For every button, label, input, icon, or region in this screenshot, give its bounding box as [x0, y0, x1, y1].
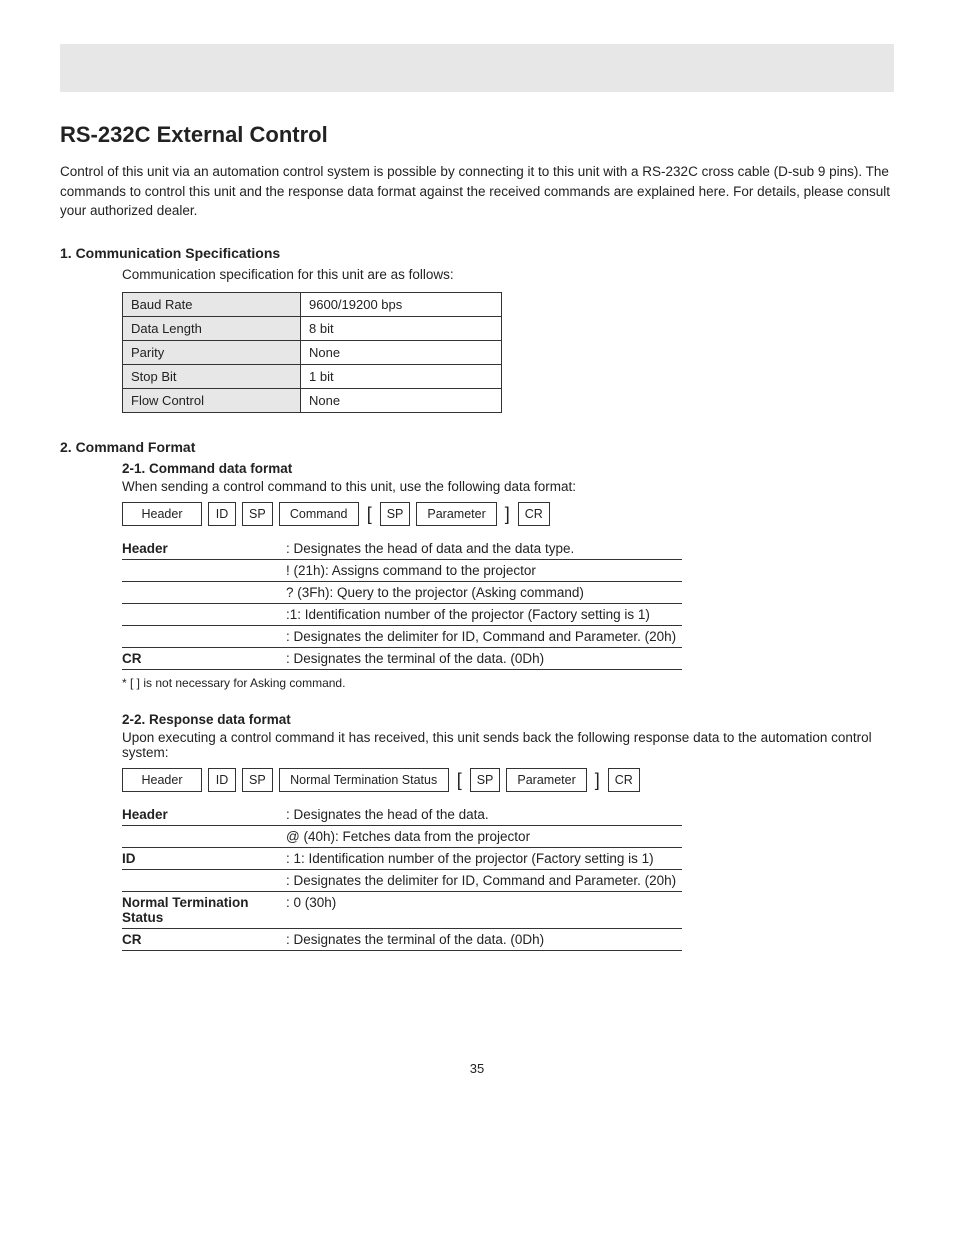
fmt-cr: CR — [608, 768, 640, 792]
table-row: CR: Designates the terminal of the data.… — [122, 647, 682, 669]
kv-key — [122, 825, 286, 847]
section-1-title: 1. Communication Specifications — [60, 245, 894, 261]
table-row: Stop Bit1 bit — [123, 364, 502, 388]
kv-val: ! (21h): Assigns command to the projecto… — [286, 559, 682, 581]
bracket-close-icon: ] — [593, 771, 602, 789]
table-row: Header: Designates the head of the data. — [122, 804, 682, 826]
kv-key — [122, 603, 286, 625]
table-row: Data Length8 bit — [123, 316, 502, 340]
spec-table: Baud Rate9600/19200 bps Data Length8 bit… — [122, 292, 502, 413]
spec-val: 8 bit — [301, 316, 502, 340]
header-band — [60, 44, 894, 92]
spec-key: Parity — [123, 340, 301, 364]
spec-val: None — [301, 340, 502, 364]
section-2-2-title: 2-2. Response data format — [122, 712, 894, 727]
kv-val: : Designates the delimiter for ID, Comma… — [286, 625, 682, 647]
section-1-desc: Communication specification for this uni… — [122, 267, 894, 282]
table-row: ? (3Fh): Query to the projector (Asking … — [122, 581, 682, 603]
kv-key — [122, 625, 286, 647]
table-row: ! (21h): Assigns command to the projecto… — [122, 559, 682, 581]
kv-key: ID — [122, 847, 286, 869]
spec-key: Stop Bit — [123, 364, 301, 388]
table-row: : Designates the delimiter for ID, Comma… — [122, 869, 682, 891]
table-row: Normal Termination Status: 0 (30h) — [122, 891, 682, 928]
command-header-table: Header: Designates the head of data and … — [122, 538, 682, 670]
kv-val: ? (3Fh): Query to the projector (Asking … — [286, 581, 682, 603]
page-number: 35 — [60, 1061, 894, 1076]
kv-val: @ (40h): Fetches data from the projector — [286, 825, 682, 847]
table-row: : Designates the delimiter for ID, Comma… — [122, 625, 682, 647]
table-row: Flow ControlNone — [123, 388, 502, 412]
kv-key — [122, 581, 286, 603]
fmt-sp: SP — [242, 502, 273, 526]
bracket-open-icon: [ — [455, 771, 464, 789]
table-row: :1: Identification number of the project… — [122, 603, 682, 625]
command-format-diagram: Header ID SP Command [ SP Parameter ] CR — [122, 502, 894, 526]
section-2-2-desc: Upon executing a control command it has … — [122, 730, 894, 760]
kv-val: : Designates the head of data and the da… — [286, 538, 682, 560]
table-row: CR: Designates the terminal of the data.… — [122, 928, 682, 950]
kv-val: : Designates the head of the data. — [286, 804, 682, 826]
page-title: RS-232C External Control — [60, 122, 894, 148]
table-row: ID: 1: Identification number of the proj… — [122, 847, 682, 869]
spec-val: 9600/19200 bps — [301, 292, 502, 316]
table-row: ParityNone — [123, 340, 502, 364]
fmt-parameter: Parameter — [506, 768, 586, 792]
spec-key: Data Length — [123, 316, 301, 340]
fmt-normal-termination: Normal Termination Status — [279, 768, 449, 792]
bracket-close-icon: ] — [503, 505, 512, 523]
fmt-sp: SP — [242, 768, 273, 792]
section-2-title: 2. Command Format — [60, 439, 894, 455]
fmt-id: ID — [208, 768, 236, 792]
fmt-header: Header — [122, 768, 202, 792]
table-row: Baud Rate9600/19200 bps — [123, 292, 502, 316]
fmt-id: ID — [208, 502, 236, 526]
intro-paragraph: Control of this unit via an automation c… — [60, 162, 894, 221]
kv-key — [122, 559, 286, 581]
section-2-1-desc: When sending a control command to this u… — [122, 479, 894, 494]
table-row: @ (40h): Fetches data from the projector — [122, 825, 682, 847]
response-header-table: Header: Designates the head of the data.… — [122, 804, 682, 951]
spec-key: Baud Rate — [123, 292, 301, 316]
kv-val: : Designates the terminal of the data. (… — [286, 647, 682, 669]
response-format-diagram: Header ID SP Normal Termination Status [… — [122, 768, 894, 792]
kv-key: CR — [122, 928, 286, 950]
spec-val: None — [301, 388, 502, 412]
fmt-header: Header — [122, 502, 202, 526]
kv-val: : Designates the delimiter for ID, Comma… — [286, 869, 682, 891]
table-row: Header: Designates the head of data and … — [122, 538, 682, 560]
fmt-sp2: SP — [380, 502, 411, 526]
kv-key: CR — [122, 647, 286, 669]
kv-key: Header — [122, 804, 286, 826]
kv-val: : Designates the terminal of the data. (… — [286, 928, 682, 950]
kv-key — [122, 869, 286, 891]
fmt-parameter: Parameter — [416, 502, 496, 526]
fmt-cr: CR — [518, 502, 550, 526]
bracket-open-icon: [ — [365, 505, 374, 523]
footnote: * [ ] is not necessary for Asking comman… — [122, 676, 894, 690]
kv-key: Normal Termination Status — [122, 891, 286, 928]
kv-key: Header — [122, 538, 286, 560]
kv-val: : 0 (30h) — [286, 891, 682, 928]
fmt-sp2: SP — [470, 768, 501, 792]
fmt-command: Command — [279, 502, 359, 526]
kv-val: :1: Identification number of the project… — [286, 603, 682, 625]
kv-val: : 1: Identification number of the projec… — [286, 847, 682, 869]
section-2-1-title: 2-1. Command data format — [122, 461, 894, 476]
spec-key: Flow Control — [123, 388, 301, 412]
spec-val: 1 bit — [301, 364, 502, 388]
